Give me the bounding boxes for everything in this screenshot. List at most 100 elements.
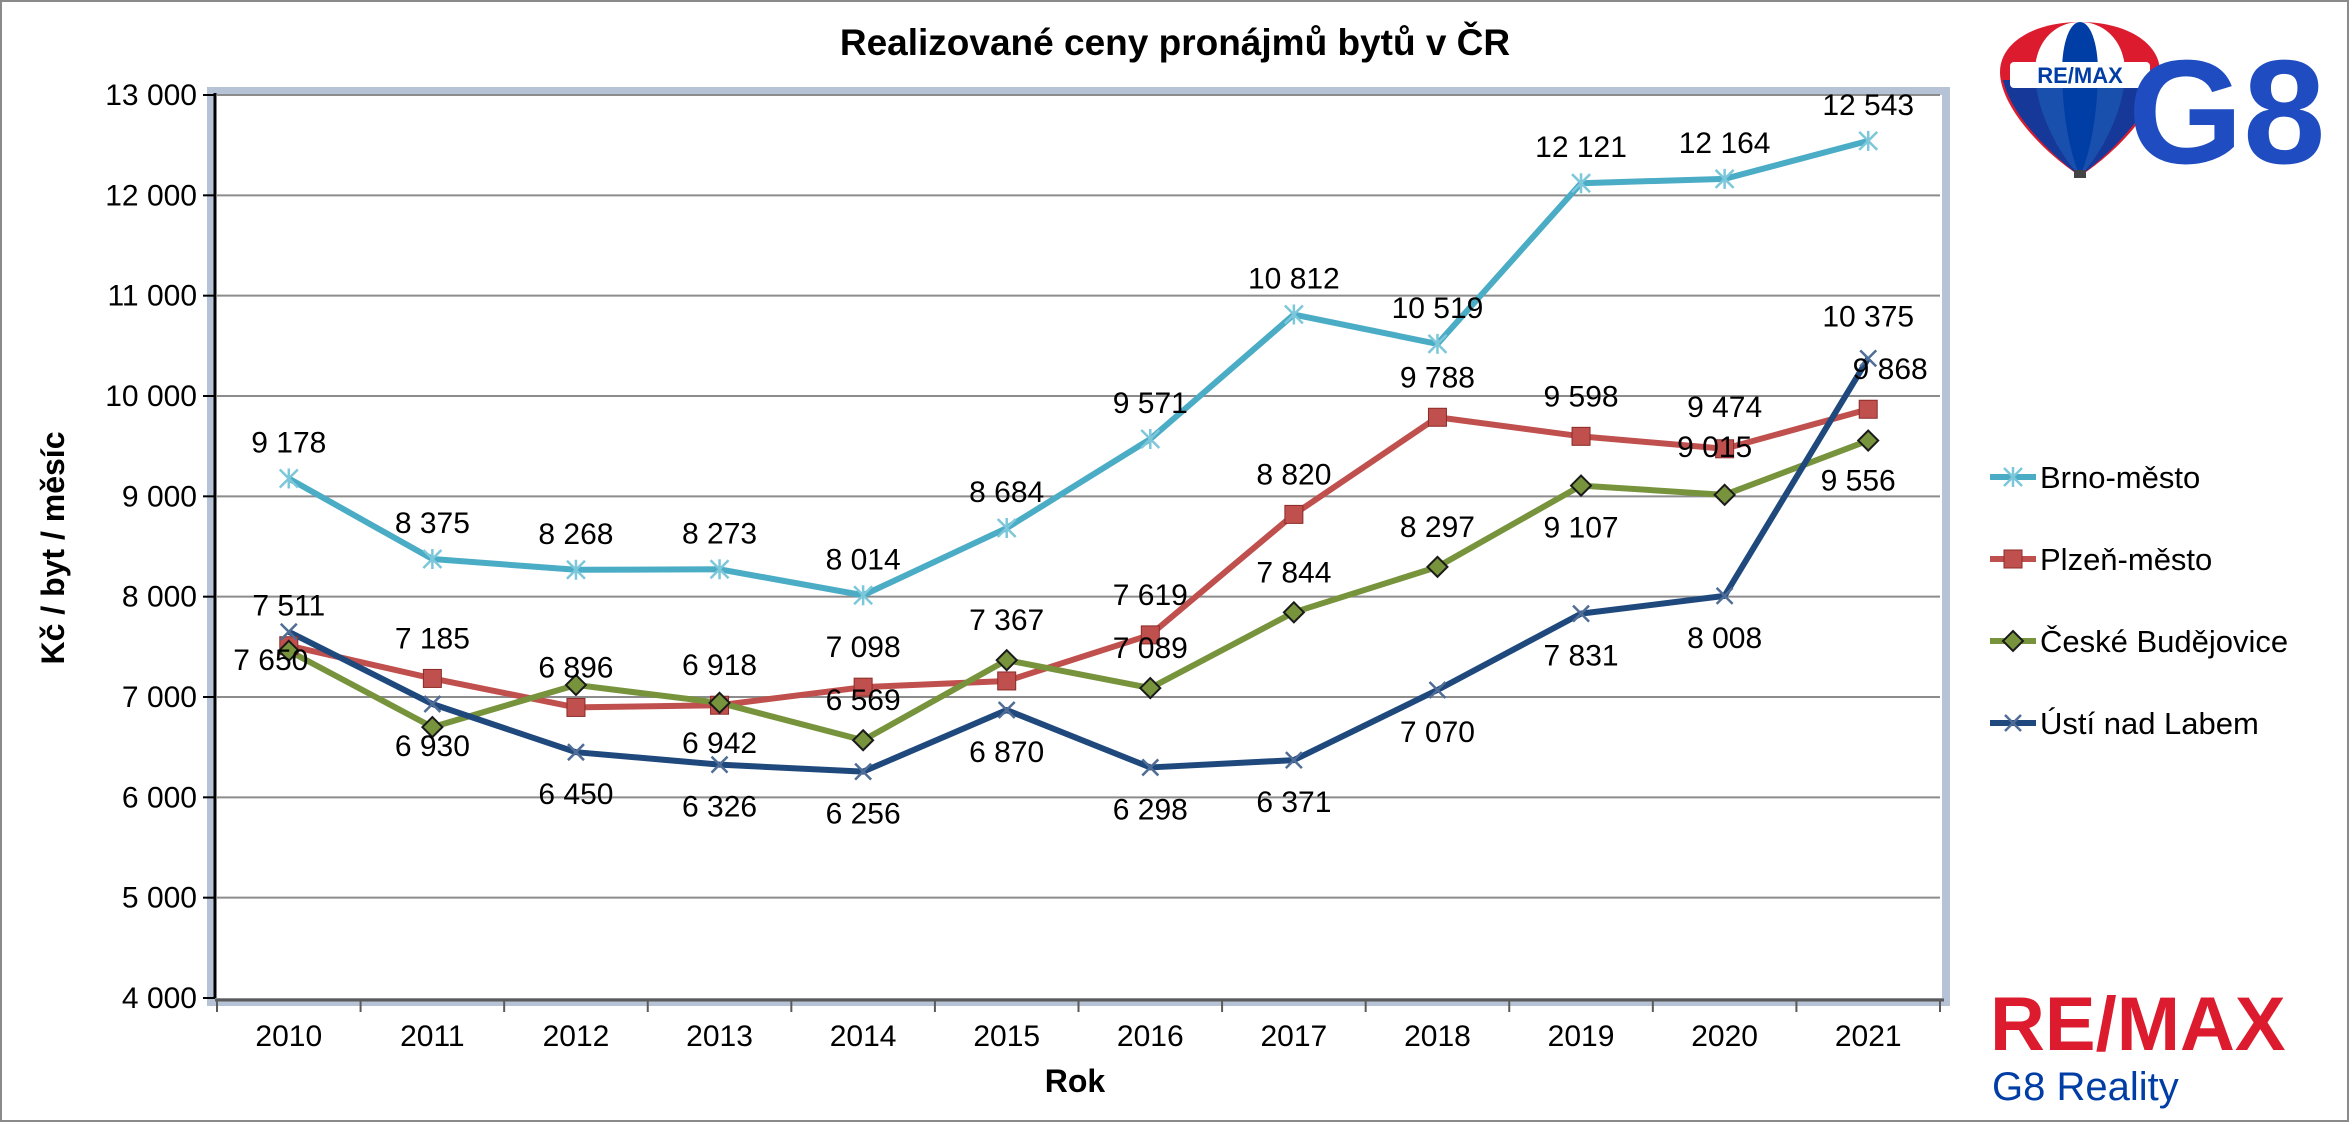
legend-marker — [2001, 629, 2025, 653]
data-label: 9 178 — [251, 426, 326, 459]
data-point — [1571, 173, 1591, 194]
data-label: 6 326 — [682, 791, 757, 824]
y-tick-label: 9 000 — [122, 480, 197, 513]
data-label: 12 121 — [1535, 131, 1627, 164]
data-point — [1283, 304, 1304, 325]
data-point — [1427, 333, 1448, 354]
data-label: 6 450 — [538, 778, 613, 811]
y-tick-label: 13 000 — [105, 79, 197, 112]
x-tick-label: 2010 — [255, 1020, 322, 1053]
data-point — [1569, 474, 1593, 498]
data-label: 10 375 — [1822, 300, 1914, 333]
data-label: 8 273 — [682, 517, 757, 550]
y-tick-label: 10 000 — [105, 380, 197, 413]
data-label: 8 014 — [826, 543, 901, 576]
series-line-2 — [287, 437, 1870, 744]
y-axis-title: Kč / byt / měsíc — [35, 432, 71, 665]
data-point — [420, 715, 444, 739]
plot-area — [207, 87, 1950, 1006]
data-point — [1140, 625, 1160, 645]
data-point — [1715, 586, 1734, 605]
data-label: 7 185 — [395, 622, 470, 655]
data-point — [1428, 681, 1447, 699]
data-point — [1858, 130, 1879, 151]
data-point — [1715, 439, 1735, 459]
data-label: 7 831 — [1544, 640, 1619, 673]
data-label: 6 371 — [1256, 786, 1331, 819]
data-point — [1572, 604, 1590, 623]
legend-marker — [2004, 714, 2022, 732]
data-point — [422, 668, 442, 688]
data-point — [279, 622, 298, 641]
remax-wordmark: RE/MAX — [1990, 982, 2286, 1067]
x-axis-title: Rok — [1045, 1063, 1106, 1099]
legend-marker — [2003, 467, 2023, 487]
legend: Brno-město Plzeň-město České Budějovice Úst… — [1990, 460, 2288, 741]
data-label: 9 107 — [1544, 512, 1619, 545]
data-point — [1284, 751, 1303, 769]
data-label: 9 868 — [1853, 353, 1928, 386]
data-label: 6 942 — [682, 727, 757, 760]
data-label: 6 896 — [538, 651, 613, 684]
data-point — [851, 728, 875, 752]
legend-label: Ústí nad Labem — [2040, 706, 2259, 741]
data-point — [277, 639, 301, 663]
legend-label: Plzeň-město — [2040, 542, 2212, 577]
data-point — [1427, 407, 1447, 427]
data-point — [1138, 676, 1162, 700]
data-point — [1714, 168, 1735, 189]
x-tick-label: 2013 — [686, 1020, 753, 1053]
data-label: 7 070 — [1400, 716, 1475, 749]
data-label: 7 367 — [969, 604, 1044, 637]
x-tick-label: 2018 — [1404, 1020, 1471, 1053]
data-label: 6 298 — [1113, 793, 1188, 826]
data-point — [564, 673, 588, 697]
data-point — [278, 468, 299, 489]
data-labels: 9 178 8 375 8 268 8 273 8 014 8 684 9 571 10 81… — [233, 89, 1927, 831]
data-label: 7 619 — [1113, 579, 1188, 612]
chart-title: Realizované ceny pronájmů bytů v ČR — [840, 21, 1510, 63]
x-tick-label: 2011 — [400, 1020, 465, 1053]
data-label: 9 474 — [1687, 391, 1762, 424]
data-label: 6 256 — [826, 798, 901, 831]
data-point — [853, 677, 873, 697]
legend-item: Brno-město — [1990, 460, 2200, 495]
data-point — [567, 743, 585, 762]
data-point — [997, 701, 1016, 719]
data-label: 7 089 — [1113, 632, 1188, 665]
data-label: 8 008 — [1687, 622, 1762, 655]
remax-balloon-logo: RE/MAX — [2000, 22, 2160, 178]
data-label: 8 684 — [969, 476, 1044, 509]
series-markers — [277, 130, 1880, 781]
x-tick-label: 2014 — [830, 1020, 897, 1053]
y-axis-ticks: 4 000 5 000 6 000 7 000 8 000 9 000 10 000 11 0… — [105, 79, 215, 1015]
legend-item: České Budějovice — [1990, 624, 2288, 659]
y-tick-label: 6 000 — [122, 781, 197, 814]
data-point — [1571, 426, 1591, 446]
plot-border — [207, 87, 1950, 1006]
data-label: 8 268 — [538, 518, 613, 551]
data-point — [996, 518, 1017, 539]
x-tick-label: 2017 — [1261, 1020, 1328, 1053]
data-label: 10 812 — [1248, 263, 1340, 296]
series-line-1 — [288, 406, 1870, 711]
data-point — [1859, 349, 1878, 368]
data-point — [854, 762, 873, 781]
data-label: 8 375 — [395, 507, 470, 540]
g8-reality-text: G8 Reality — [1992, 1065, 2179, 1109]
data-label: 8 820 — [1256, 458, 1331, 491]
series-lines — [287, 137, 1871, 775]
x-tick-label: 2021 — [1835, 1020, 1902, 1053]
g8-logo: G8 — [2128, 30, 2325, 195]
data-label: 12 543 — [1822, 89, 1914, 122]
data-point — [423, 695, 442, 713]
x-tick-label: 2019 — [1548, 1020, 1615, 1053]
data-label: 7 844 — [1256, 556, 1331, 589]
data-label: 12 164 — [1679, 127, 1771, 160]
data-label: 9 571 — [1113, 387, 1188, 420]
x-axis-ticks: 2010 2011 2012 2013 2014 2015 2016 2017 2018 2019… — [216, 1000, 1941, 1053]
legend-item: Plzeň-město — [1990, 542, 2212, 577]
y-tick-label: 11 000 — [107, 280, 197, 313]
